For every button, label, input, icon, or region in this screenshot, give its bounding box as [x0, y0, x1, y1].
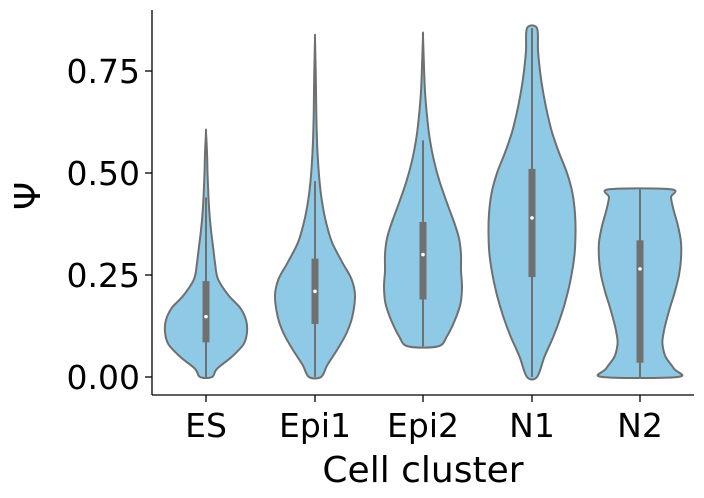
median-point-epi2: [421, 252, 425, 257]
y-tick-label: 0.50: [67, 154, 140, 193]
x-axis-label: Cell cluster: [322, 450, 523, 491]
median-point-epi1: [313, 289, 317, 294]
median-point-es: [204, 314, 208, 319]
x-tick-label: ES: [185, 406, 227, 445]
iqr-box-epi2: [419, 221, 427, 300]
y-tick-label: 0.75: [67, 52, 140, 91]
x-tick-label: Epi1: [279, 406, 351, 445]
y-axis-label: Ψ: [8, 182, 49, 210]
median-point-n1: [530, 216, 534, 220]
iqr-box-n1: [528, 168, 536, 278]
y-tick-label: 0.00: [67, 358, 140, 397]
y-ticks: 0.00 0.25 0.50 0.75: [67, 52, 152, 397]
x-tick-label: Epi2: [387, 406, 459, 445]
violin-group: [163, 24, 684, 381]
x-ticks: ES Epi1 Epi2 N1 N2: [185, 395, 663, 445]
median-point-n2: [638, 267, 642, 271]
iqr-box-es: [202, 281, 210, 343]
x-tick-label: N1: [509, 406, 555, 445]
iqr-box-n2: [636, 240, 644, 363]
x-tick-label: N2: [617, 406, 663, 445]
y-tick-label: 0.25: [67, 256, 140, 295]
